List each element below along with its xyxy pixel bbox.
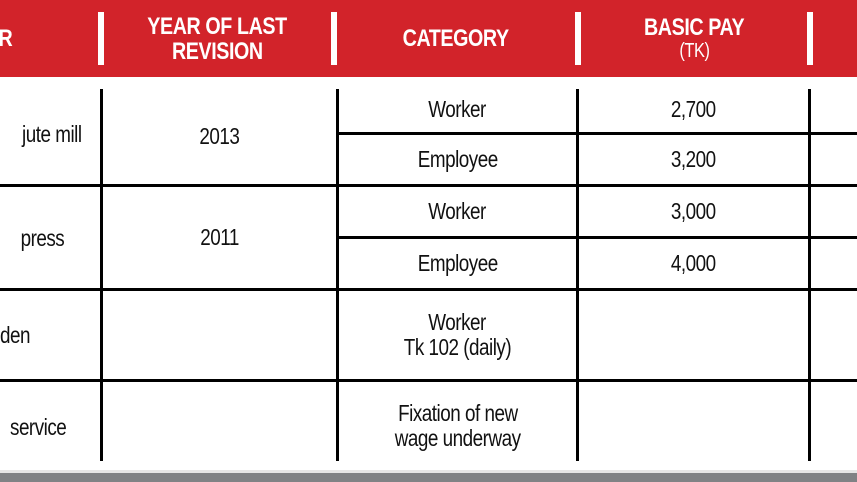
header-label: YEAR OF LAST	[147, 12, 288, 40]
header-separator	[807, 12, 813, 65]
header-year-of-last-revision: YEAR OF LAST REVISION	[104, 0, 331, 77]
header-sector-fragment: R	[0, 0, 20, 77]
sub-row-divider	[337, 236, 857, 239]
year-cell	[103, 382, 336, 462]
sector-cell: service	[0, 382, 94, 472]
header-label: BASIC PAY	[643, 14, 745, 41]
year-cell: 2013	[103, 89, 336, 184]
cell-text: Worker	[428, 95, 487, 122]
cell-text: 2013	[199, 123, 240, 149]
cell-text: Employee	[417, 250, 498, 276]
cell-text: service	[10, 413, 67, 440]
header-category: CATEGORY	[337, 0, 575, 77]
cell-text-line2: Tk 102 (daily)	[403, 334, 512, 360]
cell-text: press	[20, 224, 64, 251]
header-label-line2: REVISION	[172, 37, 263, 65]
sector-cell: den	[0, 291, 40, 379]
cell-text: jute mill	[22, 120, 82, 147]
column-divider	[808, 89, 811, 461]
category-cell: Worker	[339, 86, 576, 132]
category-cell: Employee	[339, 239, 576, 288]
category-cell: Worker	[339, 187, 576, 236]
header-label: CATEGORY	[402, 25, 510, 52]
year-cell: 2011	[103, 187, 336, 288]
basic-pay-cell: 3,200	[579, 135, 808, 184]
sub-row-divider	[337, 132, 857, 135]
footer-bar	[0, 473, 857, 482]
cell-text: Worker	[428, 198, 487, 224]
cell-text: Worker	[428, 309, 487, 335]
column-divider	[100, 89, 103, 461]
header-separator	[575, 12, 581, 65]
footer-highlight	[0, 470, 857, 473]
sector-cell: press	[0, 212, 100, 264]
cell-text: 3,000	[671, 198, 716, 224]
header-separator	[98, 12, 104, 65]
cell-text: den	[0, 321, 30, 348]
basic-pay-cell: 3,000	[579, 187, 808, 236]
basic-pay-cell	[579, 382, 808, 462]
basic-pay-cell: 2,700	[579, 86, 808, 132]
cell-text: Fixation of new	[397, 400, 518, 426]
table-header: R YEAR OF LAST REVISION CATEGORY BASIC P…	[0, 0, 857, 77]
category-cell: Worker Tk 102 (daily)	[339, 291, 576, 379]
cell-text: 3,200	[671, 146, 716, 172]
column-divider	[336, 89, 339, 461]
header-basic-pay: BASIC PAY (TK)	[581, 0, 807, 77]
category-cell: Employee	[339, 135, 576, 184]
cell-text: Employee	[417, 146, 498, 172]
cell-text: 2,700	[671, 95, 716, 122]
cell-text-line2: wage underway	[394, 425, 521, 451]
basic-pay-cell: 4,000	[579, 239, 808, 288]
row-divider	[0, 379, 857, 382]
category-cell: Fixation of new wage underway	[339, 382, 576, 470]
cell-text: 2011	[200, 224, 239, 250]
year-cell	[103, 291, 336, 379]
sector-cell: jute mill	[0, 108, 100, 160]
row-divider	[0, 288, 857, 291]
row-divider	[0, 184, 857, 187]
header-sublabel: (TK)	[678, 40, 710, 62]
header-separator	[331, 12, 337, 65]
column-divider	[576, 89, 579, 461]
basic-pay-cell	[579, 291, 808, 379]
header-label: R	[0, 26, 12, 51]
cell-text: 4,000	[671, 250, 716, 276]
